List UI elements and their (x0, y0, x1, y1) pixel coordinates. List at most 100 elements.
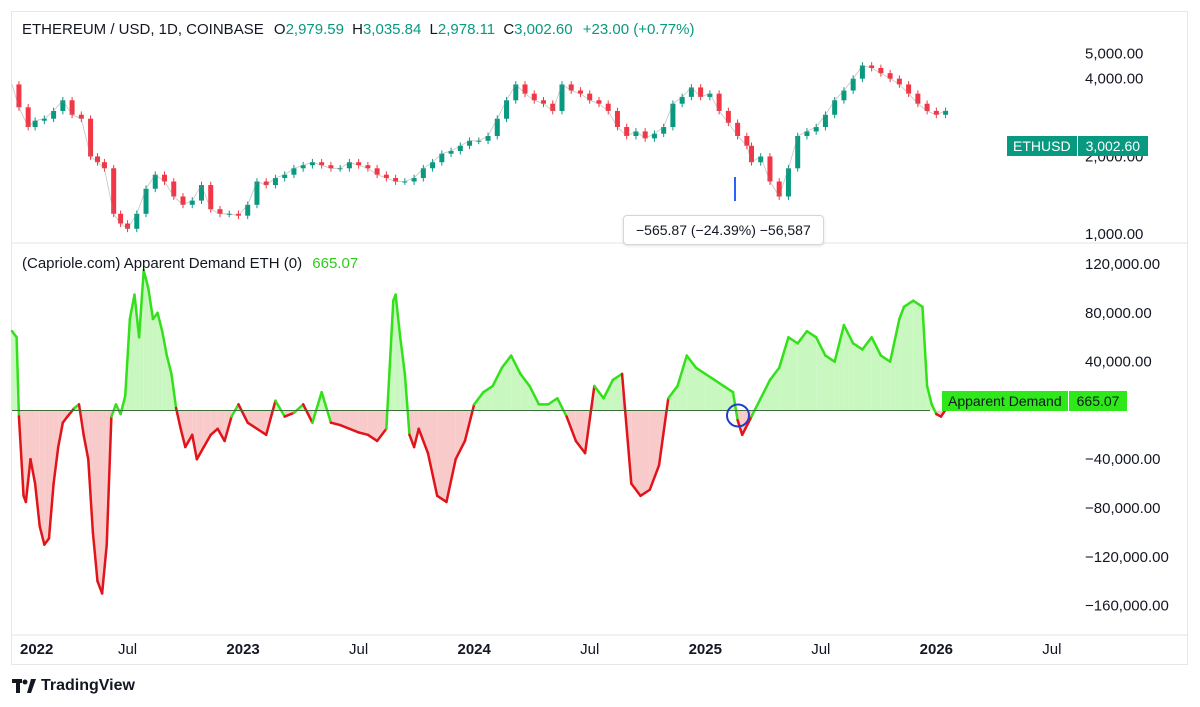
demand-line-segment (736, 418, 744, 437)
candle-body (101, 162, 107, 169)
demand-line-segment (292, 403, 305, 415)
x-tick-label: Jul (1042, 641, 1061, 658)
brand-name: TradingView (41, 677, 135, 694)
demand-fill (538, 404, 549, 411)
x-tick-label: Jul (349, 641, 368, 658)
candle-body (887, 73, 893, 79)
price-y-tick-label: 4,000.00 (1085, 71, 1143, 88)
candle-body (226, 213, 232, 215)
demand-line-segment (357, 431, 370, 437)
demand-line-segment (47, 482, 55, 540)
demand-line-segment (731, 390, 739, 422)
demand-fill (548, 398, 558, 411)
demand-line-segment (574, 439, 587, 455)
candle-body (859, 65, 865, 79)
demand-fill (806, 331, 817, 411)
demand-line-segment (583, 384, 596, 455)
candle-body (383, 174, 389, 179)
demand-line-segment (61, 415, 69, 424)
demand-line-segment (320, 390, 333, 424)
demand-line-segment (417, 427, 430, 455)
demand-fill (816, 337, 826, 411)
candle-body (125, 223, 131, 229)
candle-body (245, 204, 251, 216)
demand-fill (44, 410, 49, 545)
demand-fill (603, 379, 613, 411)
candle-body (346, 162, 352, 169)
demand-fill (825, 355, 835, 411)
candle-body (661, 127, 667, 134)
candle-body (624, 127, 630, 137)
demand-fill (760, 379, 770, 411)
candle-body (633, 131, 639, 137)
candle-body (16, 84, 22, 108)
candle-body (95, 156, 101, 163)
candle-body (813, 127, 819, 132)
candle-body (605, 103, 611, 111)
candle-body (467, 140, 473, 146)
demand-fill (483, 386, 493, 411)
demand-line-segment (426, 451, 439, 498)
demand-line-segment (546, 397, 559, 406)
tradingview-logo[interactable]: TradingView (12, 677, 135, 695)
demand-line-segment (842, 323, 855, 345)
demand-fill (834, 325, 844, 411)
candle-body (88, 118, 94, 157)
demand-fill (152, 312, 158, 411)
low-label: L (429, 21, 438, 38)
demand-line-segment (274, 399, 286, 418)
candle-body (933, 110, 939, 115)
demand-fill (203, 410, 211, 448)
demand-fill (797, 331, 807, 411)
candle-body (841, 90, 847, 101)
demand-line-segment (33, 482, 41, 528)
demand-line-segment (648, 464, 661, 491)
indicator-badge-name: Apparent Demand (942, 391, 1069, 411)
demand-line-segment (119, 394, 127, 416)
candle-body (541, 100, 546, 104)
demand-fill (157, 312, 163, 411)
demand-line-segment (519, 372, 531, 388)
demand-line-segment (565, 415, 578, 443)
demand-line-segment (283, 411, 296, 418)
price-y-tick-label: 1,000.00 (1085, 226, 1143, 243)
demand-line-segment (768, 366, 781, 382)
candle-body (198, 185, 204, 201)
demand-line-segment (156, 311, 164, 333)
candle-body (118, 213, 124, 224)
high-label: H (352, 21, 363, 38)
candle-body (896, 78, 902, 85)
demand-fill (185, 410, 193, 448)
demand-fill (913, 300, 923, 411)
candle-body (735, 122, 741, 137)
high-value: 3,035.84 (362, 21, 422, 38)
demand-line-segment (375, 427, 388, 443)
demand-line-segment (394, 293, 402, 339)
candle-body (374, 168, 380, 175)
demand-line-segment (160, 329, 169, 357)
demand-fill (12, 331, 17, 411)
demand-fill (631, 410, 641, 496)
demand-line-segment (925, 384, 933, 406)
demand-line-segment (403, 372, 411, 437)
demand-line-segment (216, 427, 226, 443)
open-label: O (273, 21, 286, 38)
price-badge-ticker: ETHUSD (1007, 136, 1078, 156)
candle-body (758, 156, 764, 163)
demand-fill (427, 410, 438, 496)
demand-fill (640, 410, 650, 496)
candle-body (263, 181, 269, 186)
indicator-y-tick-label: −120,000.00 (1085, 549, 1169, 566)
candle-body (642, 131, 648, 139)
candle-body (69, 100, 75, 115)
demand-line-segment (237, 403, 249, 424)
demand-line-segment (209, 427, 219, 437)
indicator-header: (Capriole.com) Apparent Demand ETH (0) 6… (22, 255, 358, 272)
demand-line-segment (740, 415, 753, 437)
candle-body (328, 165, 334, 169)
candle-body (162, 174, 168, 182)
demand-fill (217, 410, 225, 441)
candle-body (78, 114, 84, 119)
candle-body (448, 150, 454, 154)
candle-body (25, 107, 31, 128)
